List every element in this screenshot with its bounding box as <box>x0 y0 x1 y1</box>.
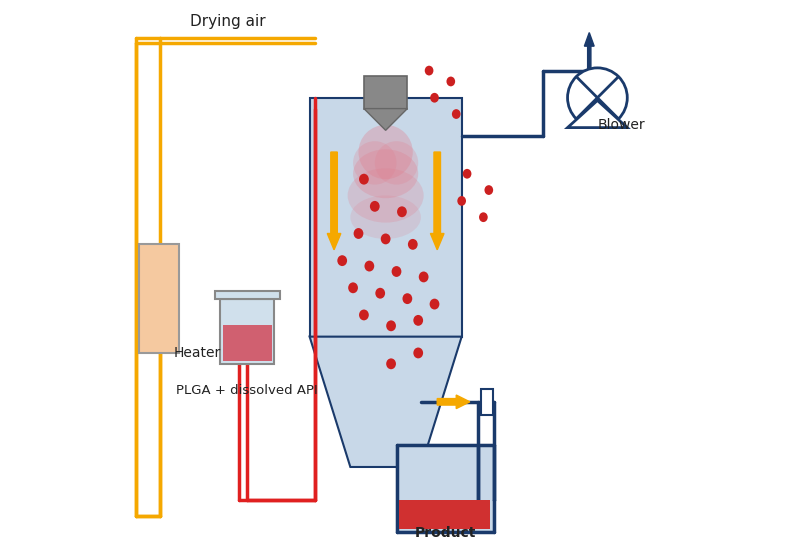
Ellipse shape <box>353 149 418 198</box>
Ellipse shape <box>386 320 396 331</box>
Ellipse shape <box>353 141 396 185</box>
Ellipse shape <box>419 272 428 282</box>
Polygon shape <box>309 337 462 467</box>
Ellipse shape <box>337 255 347 266</box>
Text: Drying air: Drying air <box>190 14 266 29</box>
Ellipse shape <box>463 169 471 179</box>
Ellipse shape <box>452 109 461 119</box>
Text: Blower: Blower <box>598 118 646 132</box>
Ellipse shape <box>397 206 407 217</box>
Text: PLGA + dissolved API: PLGA + dissolved API <box>176 384 318 397</box>
FancyArrow shape <box>584 33 594 71</box>
Ellipse shape <box>354 228 363 239</box>
Ellipse shape <box>381 233 390 244</box>
Ellipse shape <box>425 66 434 75</box>
Ellipse shape <box>458 196 466 206</box>
Circle shape <box>568 68 627 128</box>
FancyBboxPatch shape <box>364 76 408 109</box>
FancyArrow shape <box>437 395 469 409</box>
Ellipse shape <box>359 310 369 320</box>
FancyBboxPatch shape <box>399 500 490 529</box>
FancyBboxPatch shape <box>309 98 462 337</box>
Ellipse shape <box>479 212 488 222</box>
FancyBboxPatch shape <box>396 445 494 532</box>
FancyBboxPatch shape <box>215 291 280 299</box>
FancyBboxPatch shape <box>223 325 272 361</box>
Polygon shape <box>568 100 627 128</box>
Ellipse shape <box>375 141 418 185</box>
Text: Heater: Heater <box>174 346 221 360</box>
FancyArrow shape <box>431 152 444 250</box>
FancyBboxPatch shape <box>139 244 179 353</box>
Ellipse shape <box>386 358 396 369</box>
Ellipse shape <box>365 261 374 272</box>
Text: Product: Product <box>415 526 476 540</box>
Ellipse shape <box>348 282 358 293</box>
Ellipse shape <box>392 266 401 277</box>
Ellipse shape <box>408 239 418 250</box>
Ellipse shape <box>358 125 413 179</box>
Ellipse shape <box>375 288 385 299</box>
Ellipse shape <box>430 299 439 310</box>
Ellipse shape <box>347 168 423 223</box>
FancyArrow shape <box>328 152 341 250</box>
Polygon shape <box>364 109 408 130</box>
Ellipse shape <box>430 93 439 103</box>
Ellipse shape <box>485 185 493 195</box>
FancyBboxPatch shape <box>481 389 492 415</box>
Ellipse shape <box>359 174 369 185</box>
Ellipse shape <box>403 293 412 304</box>
Ellipse shape <box>446 77 455 86</box>
Ellipse shape <box>370 201 380 212</box>
Ellipse shape <box>413 348 423 358</box>
Ellipse shape <box>413 315 423 326</box>
Ellipse shape <box>351 195 421 239</box>
FancyBboxPatch shape <box>220 299 274 364</box>
